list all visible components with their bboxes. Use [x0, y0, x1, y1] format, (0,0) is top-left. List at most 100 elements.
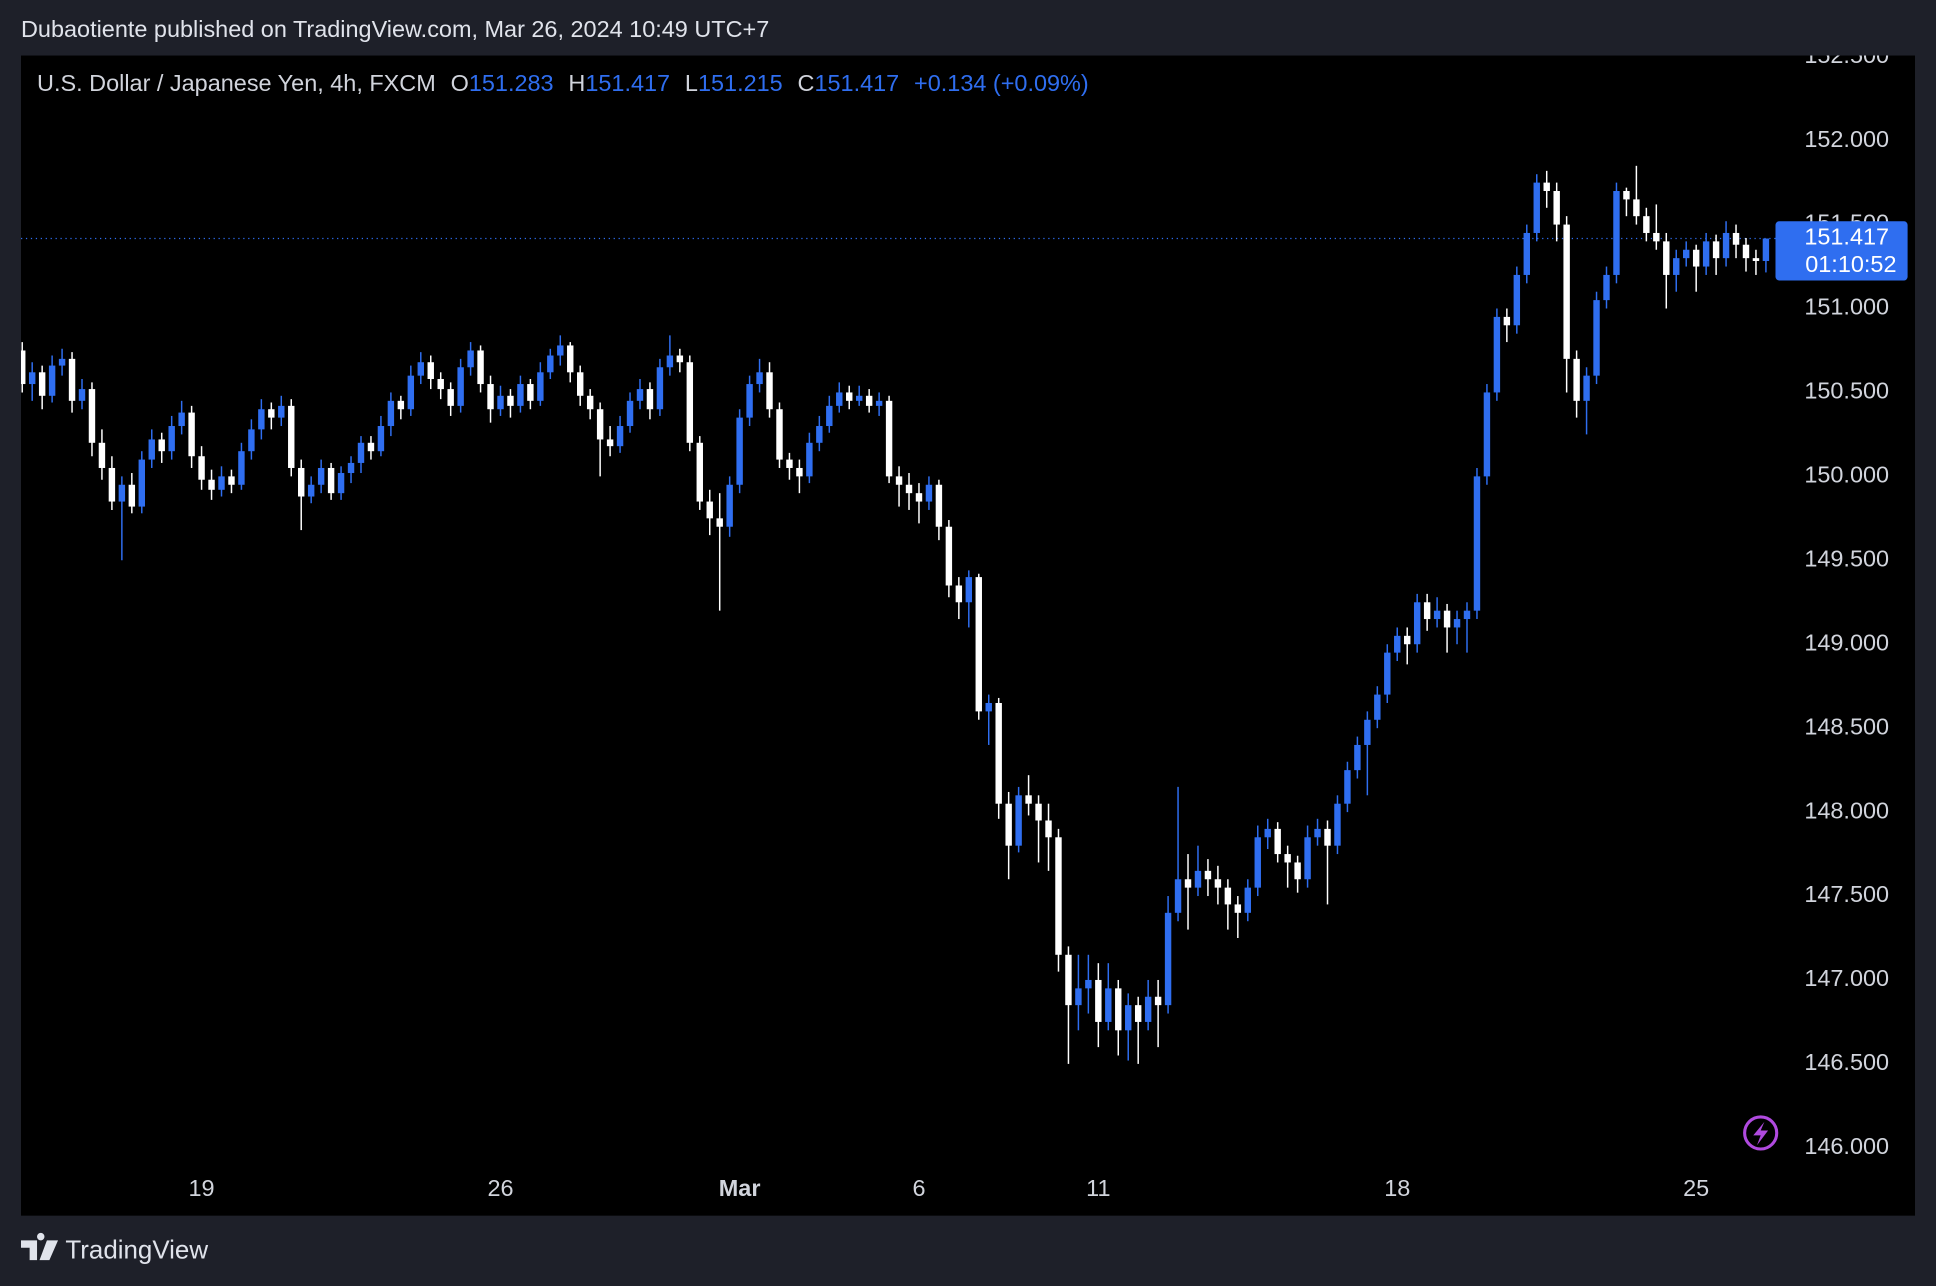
candle-body: [208, 479, 215, 490]
candle-body: [626, 400, 634, 427]
candle-body: [676, 355, 684, 363]
candle-body: [1573, 358, 1580, 401]
candle-body: [188, 412, 195, 457]
candle-body: [427, 362, 434, 380]
x-tick-label: 26: [487, 1175, 513, 1201]
candle-body: [1204, 870, 1212, 880]
candle-body: [337, 473, 345, 494]
candle-body: [38, 372, 46, 396]
candle-body: [148, 439, 155, 460]
y-tick-label: 146.500: [1804, 1049, 1889, 1075]
candle-body: [836, 392, 843, 406]
candle-body: [1483, 392, 1491, 477]
candle-body: [636, 389, 644, 401]
candle-body: [776, 409, 783, 460]
candle-body: [1254, 837, 1261, 888]
candle-body: [1015, 795, 1022, 846]
candle-body: [586, 395, 594, 410]
candle-body: [915, 493, 923, 502]
candle-body: [855, 395, 863, 401]
x-tick-label: 25: [1683, 1175, 1709, 1201]
candle-body: [995, 702, 1002, 804]
candle-body: [218, 476, 225, 490]
candle-body: [1244, 887, 1252, 913]
candle-body: [1543, 182, 1550, 192]
candle-body: [108, 467, 116, 502]
candle-body: [1583, 375, 1590, 401]
candle-body: [756, 372, 763, 385]
legend-ohlc-key: C: [798, 70, 815, 96]
candle-body: [28, 372, 36, 385]
candle-body: [1673, 258, 1680, 275]
candle-body: [48, 365, 56, 396]
y-tick-label: 149.500: [1804, 545, 1889, 571]
candle-body: [437, 379, 444, 390]
candle-body: [1682, 249, 1690, 259]
candle-body: [786, 459, 793, 468]
candle-body: [1045, 820, 1052, 838]
candle-body: [268, 409, 275, 418]
legend-ohlc-value: 151.283: [469, 70, 554, 96]
candle-body: [1742, 244, 1750, 259]
y-tick-label: 147.500: [1804, 881, 1889, 907]
candle-body: [955, 585, 963, 603]
candle-body: [158, 439, 165, 452]
candle-body: [1692, 249, 1700, 267]
candle-body: [1164, 912, 1172, 1006]
candle-body: [985, 702, 992, 712]
candle-body: [965, 577, 973, 603]
candle-body: [1274, 828, 1281, 855]
candle-body: [198, 456, 205, 480]
candle-body: [736, 417, 743, 485]
y-tick-label: 149.000: [1804, 629, 1889, 655]
candle-body: [20, 350, 26, 385]
candle-body: [1115, 988, 1122, 1031]
candle-body: [118, 484, 126, 502]
candle-body: [238, 451, 245, 485]
candle-body: [1005, 803, 1012, 846]
logo-mark: [20, 1232, 59, 1261]
x-tick-label: 11: [1086, 1175, 1110, 1201]
candle-body: [547, 355, 554, 373]
candle-body: [1633, 199, 1640, 217]
candle-body: [885, 400, 893, 477]
candle-body: [1493, 316, 1501, 393]
chart-pane: [20, 55, 1916, 1216]
legend-ohlc-value: 151.417: [585, 70, 670, 96]
x-tick-label: 18: [1384, 1175, 1410, 1201]
candle-body: [307, 484, 315, 497]
candle-body: [666, 355, 674, 368]
candle-body: [925, 484, 933, 502]
legend-ohlc-value: 151.417: [814, 70, 899, 96]
candle-body: [447, 389, 454, 406]
y-tick-label: 146.000: [1804, 1133, 1889, 1159]
y-tick-label: 150.000: [1804, 462, 1889, 488]
candle-body: [527, 384, 534, 401]
x-tick-label: Mar: [719, 1175, 761, 1201]
candle-body: [1384, 652, 1391, 695]
candle-body: [1055, 837, 1062, 955]
candle-body: [1354, 744, 1361, 771]
candle-body: [1533, 182, 1540, 233]
candle-body: [806, 442, 813, 477]
legend-ohlc-key: H: [568, 70, 585, 96]
candle-body: [846, 392, 853, 401]
candle-body: [367, 442, 375, 452]
candle-body: [467, 350, 474, 368]
legend-title: U.S. Dollar / Japanese Yen, 4h, FXCM: [37, 70, 436, 96]
candle-body: [68, 358, 76, 401]
candle-body: [1613, 191, 1620, 275]
candle-body: [746, 384, 753, 418]
candle-body: [357, 442, 365, 463]
candle-body: [816, 426, 823, 443]
candle-body: [1732, 232, 1740, 245]
candle-body: [1125, 1005, 1132, 1031]
y-tick-label: 148.000: [1804, 797, 1889, 823]
candle-body: [288, 405, 295, 468]
candle-body: [1663, 241, 1670, 275]
candle-body: [1643, 216, 1650, 233]
candle-body: [935, 484, 943, 527]
candle-body: [477, 350, 484, 385]
x-tick-label: 19: [189, 1175, 215, 1201]
